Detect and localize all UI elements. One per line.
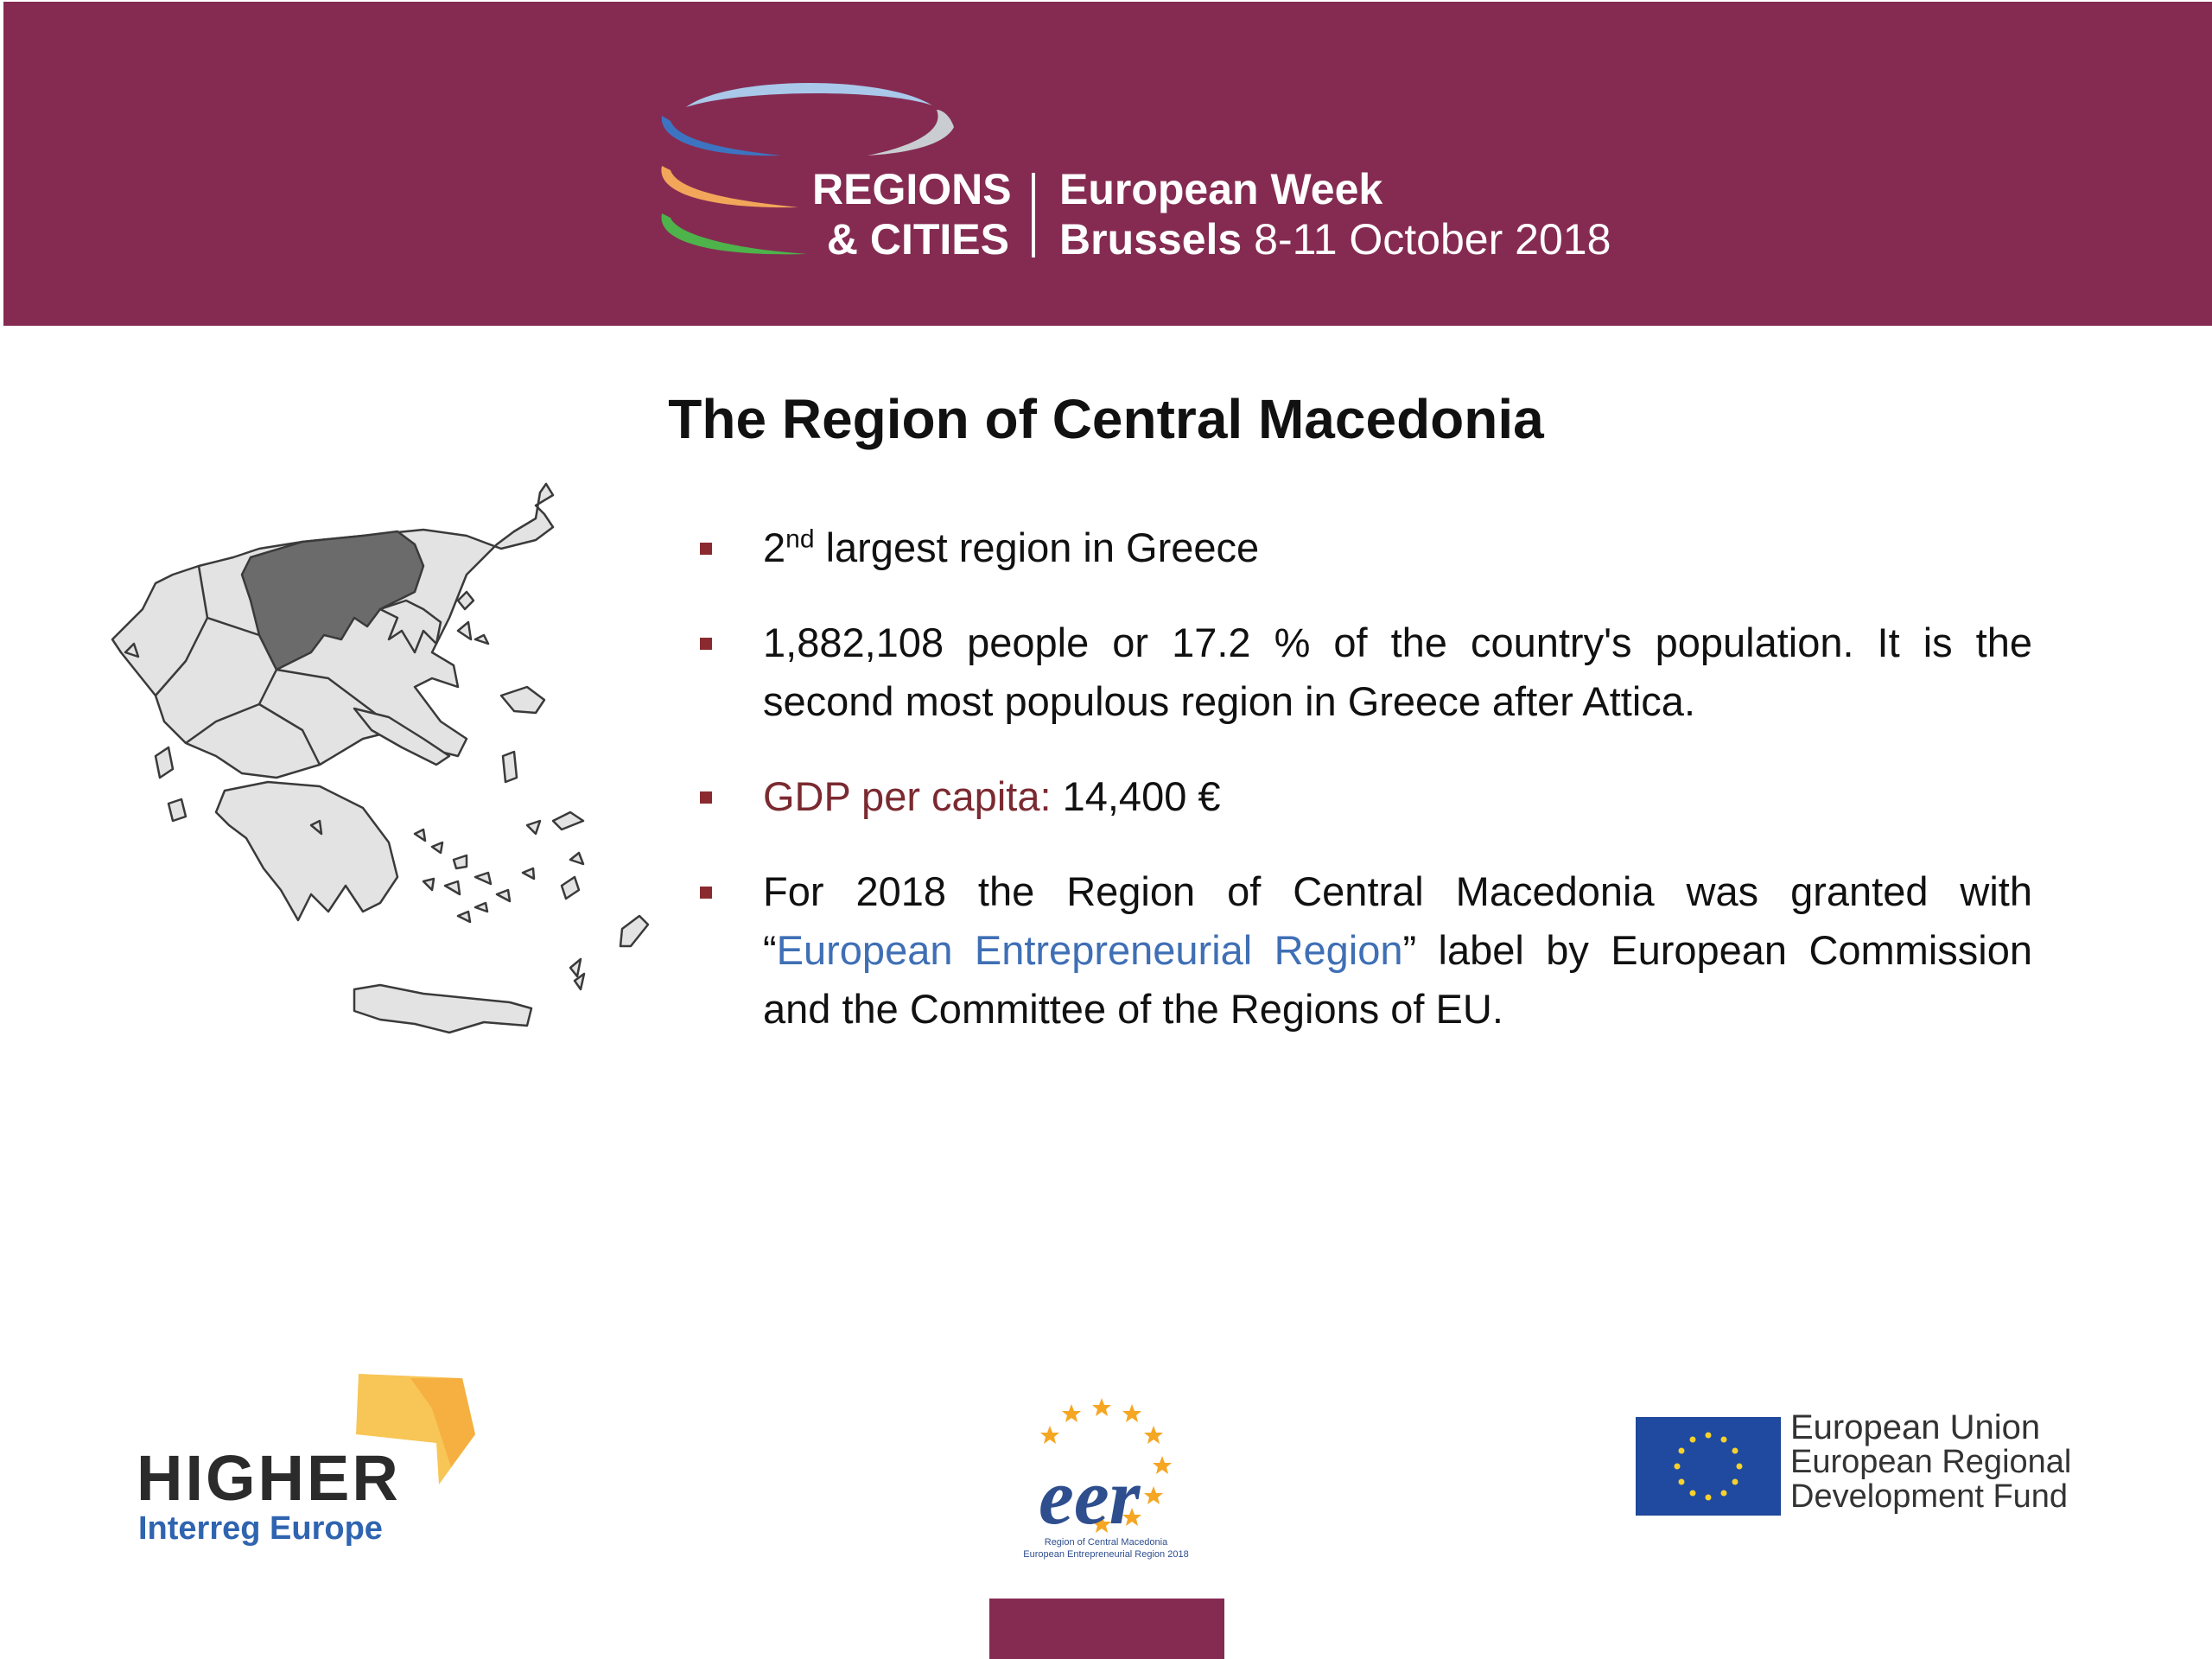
interreg-europe-text: Interreg Europe	[138, 1510, 383, 1547]
bullet-marker	[700, 887, 712, 899]
bullet-eer-award: For 2018 the Region of Central Macedonia…	[691, 862, 2032, 1039]
eu-line-3: Development Fund	[1790, 1478, 2069, 1515]
bullet-marker	[700, 638, 712, 650]
eer-caption-line-1: Region of Central Macedonia	[1044, 1537, 1168, 1548]
gdp-value: 14,400 €	[1051, 773, 1221, 819]
bullet-region-rank: 2nd largest region in Greece	[691, 518, 2032, 577]
higher-interreg-logo: HIGHER Interreg Europe	[130, 1374, 493, 1555]
region-rank-suffix: nd	[785, 524, 815, 554]
event-week-label: European Week	[1059, 165, 1383, 213]
bullet-marker	[700, 791, 712, 804]
eer-award-pre: For 2018 the Region of Central Macedonia…	[763, 868, 2032, 973]
eer-award-post: ” label by European Commission and the C…	[763, 927, 2032, 1032]
page-title: The Region of Central Macedonia	[668, 388, 1544, 450]
eer-caption: Region of Central Macedonia European Ent…	[976, 1536, 1236, 1560]
eer-award-link[interactable]: European Entrepreneurial Region	[776, 927, 1403, 973]
eu-fund-text: European Union European Regional Develop…	[1790, 1410, 2071, 1514]
header-banner: REGIONS & CITIES European Week Brussels …	[3, 2, 2212, 326]
bullet-gdp: GDP per capita: 14,400 €	[691, 767, 2032, 826]
logo-line-1: REGIONS	[812, 165, 1012, 213]
eer-logo-icon: eer	[1039, 1398, 1172, 1541]
region-rank-number: 2	[763, 524, 786, 570]
greece-map-icon	[111, 482, 650, 1034]
event-info: European Week Brussels 8-11 October 2018	[1059, 164, 1611, 264]
logo-divider	[1032, 173, 1035, 257]
population-text: 1,882,108 people or 17.2 % of the countr…	[763, 620, 2032, 724]
bullet-population: 1,882,108 people or 17.2 % of the countr…	[691, 613, 2032, 731]
eu-line-1: European Union	[1790, 1408, 2041, 1446]
eu-flag-icon	[1636, 1417, 1781, 1516]
logo-line-2: & CITIES	[826, 215, 1009, 264]
eer-caption-line-2: European Entrepreneurial Region 2018	[1023, 1549, 1189, 1560]
ring-swooshes-icon	[661, 82, 954, 255]
event-city: Brussels	[1059, 215, 1243, 264]
footer-accent-bar	[989, 1599, 1224, 1659]
logo-text: REGIONS & CITIES	[812, 164, 1012, 264]
higher-arrow-icon	[356, 1374, 475, 1484]
event-dates: 8-11 October 2018	[1254, 215, 1611, 264]
regions-cities-logo: REGIONS & CITIES European Week Brussels …	[652, 71, 1619, 270]
svg-text:eer: eer	[1039, 1452, 1141, 1541]
bullet-marker	[700, 543, 712, 555]
gdp-label: GDP per capita:	[763, 773, 1052, 819]
higher-wordmark: HIGHER	[137, 1442, 401, 1514]
eu-line-2: European Regional	[1790, 1444, 2072, 1480]
bullet-list: 2nd largest region in Greece 1,882,108 p…	[691, 518, 2032, 1075]
region-rank-text: largest region in Greece	[814, 524, 1260, 570]
